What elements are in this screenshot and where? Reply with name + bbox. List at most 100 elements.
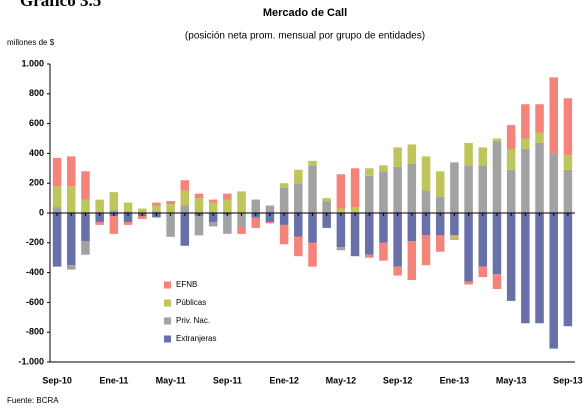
- bar-segment: [180, 205, 190, 213]
- bar-segment: [279, 183, 289, 188]
- legend-swatch: [164, 335, 171, 343]
- x-tick-label: Sep-10: [42, 375, 72, 385]
- bar-segment: [81, 241, 90, 255]
- bar-segment: [180, 190, 190, 206]
- header: Gráfico 3.5: [20, 0, 101, 10]
- bar-segment: [166, 201, 175, 205]
- bar-segment: [180, 180, 190, 191]
- bar-segment: [237, 191, 246, 213]
- bar-segment: [67, 186, 76, 213]
- bar-segment: [563, 169, 573, 213]
- bar-segment: [563, 98, 573, 155]
- bar-segment: [393, 166, 402, 213]
- bar-segment: [208, 202, 218, 213]
- bar-segment: [95, 221, 104, 225]
- bar-segment: [166, 213, 175, 237]
- y-tick-label: 800: [29, 88, 44, 98]
- source: Fuente: BCRA: [7, 396, 59, 405]
- bar-segment: [393, 213, 402, 267]
- bar-segment: [464, 213, 473, 282]
- bar-segment: [464, 165, 473, 213]
- bar-segment: [336, 213, 346, 248]
- bar-segment: [52, 207, 62, 213]
- bar-segment: [322, 213, 331, 228]
- bar-segment: [223, 214, 232, 234]
- bar-segment: [123, 213, 133, 222]
- legend-swatch: [164, 317, 171, 325]
- bar-segment: [67, 213, 76, 266]
- bar-segment: [308, 242, 317, 267]
- bar-segment: [379, 242, 388, 261]
- bar-segment: [308, 213, 317, 243]
- bar-segment: [308, 160, 317, 166]
- bar-segment: [194, 193, 204, 199]
- bar-segment: [336, 208, 346, 213]
- bar-segment: [67, 265, 76, 270]
- y-tick-label: 0: [39, 207, 44, 217]
- y-tick-label: 600: [29, 118, 44, 128]
- bar-segment: [265, 221, 275, 224]
- bar-segment: [421, 235, 431, 266]
- bar-segment: [294, 183, 303, 213]
- bar-segment: [81, 171, 90, 200]
- bar-segment: [294, 213, 303, 237]
- bar-segment: [450, 162, 459, 213]
- legend-label: Públicas: [176, 298, 206, 307]
- bar-segment: [450, 238, 459, 240]
- bar-segment: [180, 213, 190, 246]
- bar-segment: [109, 215, 119, 234]
- bar-segment: [208, 199, 218, 203]
- bar-segment: [549, 77, 558, 154]
- chart-title: Mercado de Call: [263, 7, 347, 19]
- bar-segment: [223, 199, 232, 213]
- bar-segment: [265, 213, 275, 222]
- chart-subtitle: (posición neta prom. mensual por grupo d…: [185, 31, 425, 42]
- bar-segment: [535, 213, 544, 324]
- bar-segment: [52, 157, 62, 187]
- bar-segment: [535, 104, 544, 133]
- bar-segment: [563, 213, 573, 327]
- x-tick-label: Sep-13: [553, 375, 583, 385]
- bar-segment: [549, 153, 558, 213]
- bar-segment: [81, 199, 90, 213]
- bar-segment: [123, 202, 133, 212]
- bar-segment: [294, 169, 303, 184]
- bar-segment: [478, 165, 488, 213]
- bar-segment: [350, 207, 360, 213]
- bar-segment: [322, 201, 331, 213]
- bar-segment: [152, 202, 161, 206]
- bar-segment: [123, 221, 133, 225]
- bar-segment: [393, 147, 402, 167]
- bar-segment: [123, 211, 133, 213]
- bar-segment: [223, 193, 232, 200]
- bar-segment: [166, 204, 175, 213]
- y-tick-label: 1.000: [21, 58, 44, 68]
- y-tick-label: -400: [26, 267, 44, 277]
- bar-segment: [435, 196, 445, 213]
- bar-segment: [52, 186, 62, 208]
- bar-segment: [251, 199, 260, 213]
- legend-swatch: [164, 281, 171, 289]
- x-tick-label: Ene-11: [99, 375, 128, 385]
- bar-segment: [365, 175, 374, 213]
- bar-segment: [435, 235, 445, 252]
- x-tick-label: May-12: [326, 375, 357, 385]
- y-tick-label: -600: [26, 297, 44, 307]
- x-tick-label: May-13: [496, 375, 527, 385]
- bar-segment: [237, 226, 246, 234]
- bar-segment: [81, 213, 90, 242]
- bar-segment: [95, 213, 104, 222]
- bar-segment: [379, 213, 388, 243]
- bar-segment: [251, 217, 260, 228]
- bar-segment: [506, 148, 516, 170]
- bar-segment: [365, 254, 374, 258]
- bar-segment: [308, 165, 317, 213]
- bar-segment: [279, 213, 289, 225]
- x-tick-label: May-11: [156, 375, 186, 385]
- bar-segment: [237, 213, 246, 227]
- bar-segment: [95, 199, 104, 213]
- y-tick-label: 200: [29, 178, 44, 188]
- bar-segment: [549, 213, 558, 349]
- bar-segment: [379, 171, 388, 213]
